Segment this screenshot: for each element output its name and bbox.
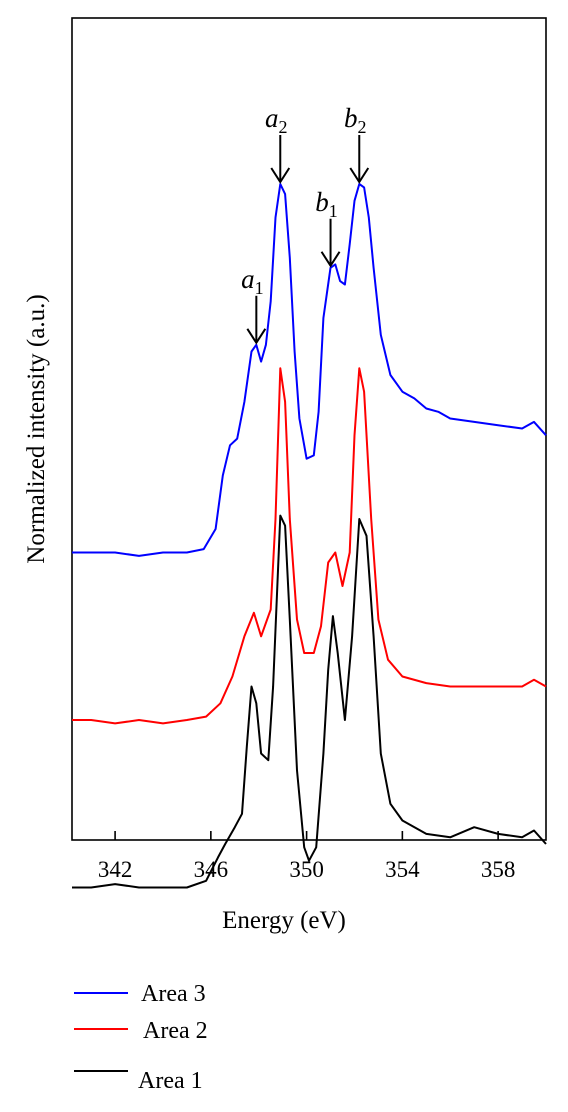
annotation-a2: a2 <box>265 103 291 184</box>
legend: Area 3 Area 2 Area 1 <box>74 981 208 1094</box>
plot-frame <box>71 17 547 841</box>
series-lines <box>72 183 547 889</box>
x-tick-label-342: 342 <box>98 857 133 882</box>
x-tick-label-354: 354 <box>385 857 420 882</box>
annotation-b2: b2 <box>344 103 370 184</box>
x-tick-label-350: 350 <box>289 857 324 882</box>
annotation-arrowhead-a1 <box>246 328 267 345</box>
series-line-area-3 <box>72 183 547 557</box>
annotation-label-b1: b1 <box>315 187 338 221</box>
series-line-area-2 <box>72 367 547 725</box>
annotation-label-a2: a2 <box>265 103 288 137</box>
y-axis-label: Normalized intensity (a.u.) <box>23 294 50 563</box>
legend-label-area-1: Area 1 <box>138 1068 203 1094</box>
x-axis-label: Energy (eV) <box>222 907 346 934</box>
series-line-area-1 <box>72 514 547 889</box>
annotation-arrowhead-a2 <box>270 167 291 184</box>
annotation-arrowhead-b2 <box>349 167 370 184</box>
annotation-label-a1: a1 <box>241 264 263 298</box>
annotation-label-b2: b2 <box>344 103 367 137</box>
annotation-b1: b1 <box>315 187 341 268</box>
x-tick-label-358: 358 <box>481 857 516 882</box>
legend-label-area-3: Area 3 <box>141 981 206 1007</box>
annotation-a1: a1 <box>241 264 267 345</box>
annotation-arrowhead-b1 <box>320 251 341 268</box>
x-axis-ticks: 342 346 350 354 358 <box>98 831 516 882</box>
legend-label-area-2: Area 2 <box>143 1018 208 1044</box>
peak-annotations: a1 a2 b1 b2 <box>241 103 370 345</box>
